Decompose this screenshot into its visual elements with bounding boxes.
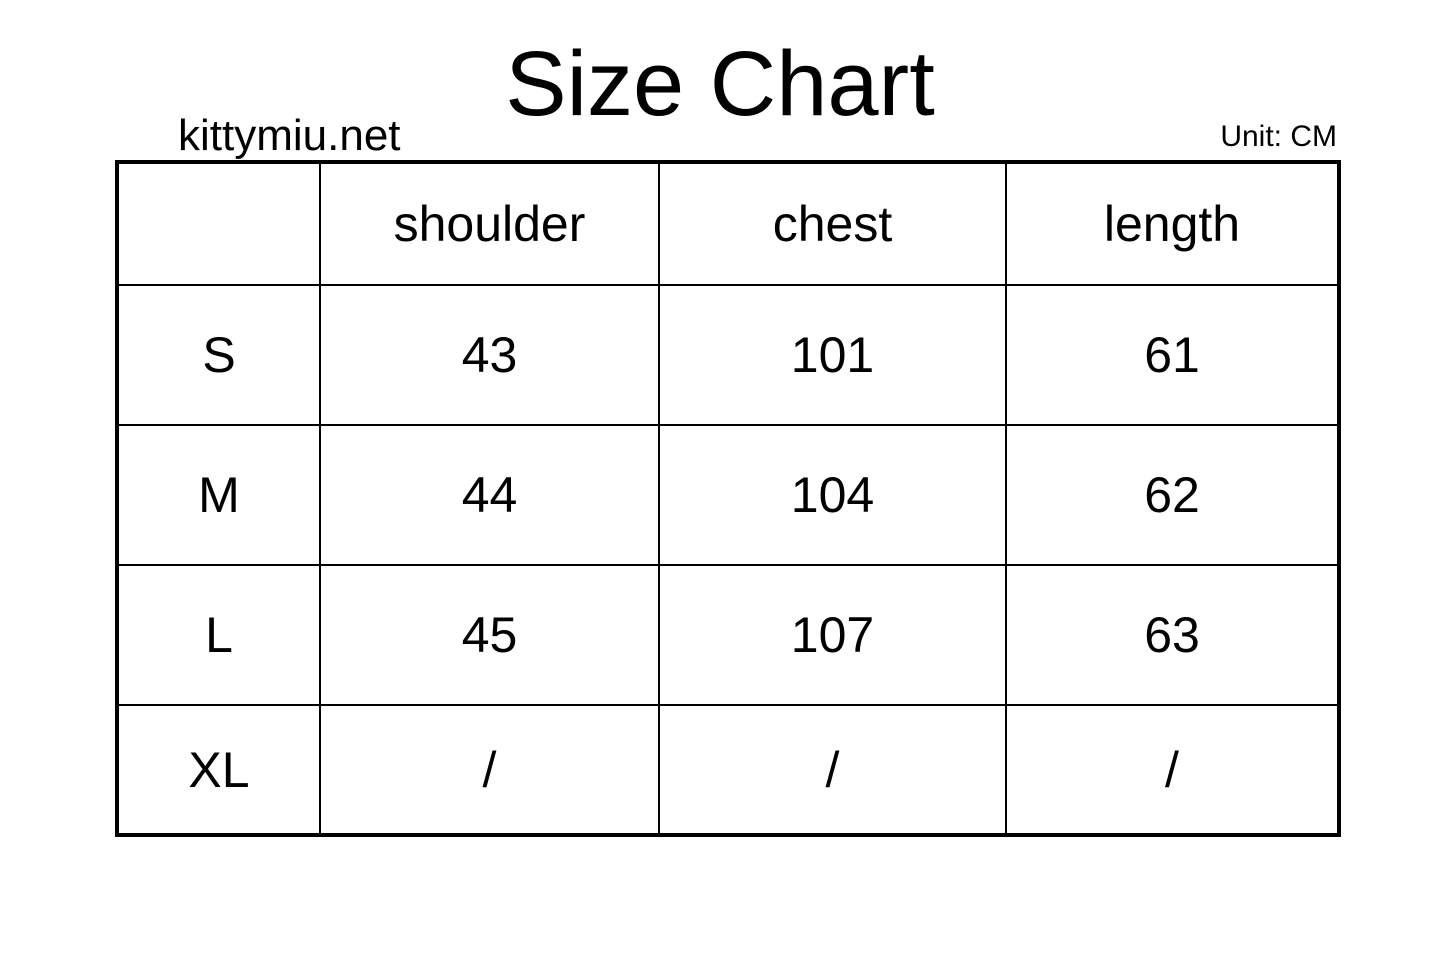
value-cell: 63 <box>1005 564 1340 706</box>
value-cell: 44 <box>319 424 660 566</box>
table-row-m: M 44 104 62 <box>116 424 1340 566</box>
size-label-cell: S <box>116 284 321 426</box>
unit-label: Unit: CM <box>1220 120 1337 153</box>
page-title: Size Chart <box>505 33 935 135</box>
table-row-xl: XL / / / <box>116 704 1340 836</box>
table-row-l: L 45 107 63 <box>116 564 1340 706</box>
column-header-shoulder: shoulder <box>319 161 660 286</box>
value-cell: 62 <box>1005 424 1340 566</box>
value-cell: 104 <box>658 424 1007 566</box>
value-cell: 107 <box>658 564 1007 706</box>
value-cell: 61 <box>1005 284 1340 426</box>
site-watermark: kittymiu.net <box>178 111 401 160</box>
value-cell: / <box>658 704 1007 836</box>
corner-cell <box>116 161 321 286</box>
column-header-chest: chest <box>658 161 1007 286</box>
size-table: shoulder chest length S 43 101 61 M 44 1… <box>115 160 1341 837</box>
value-cell: / <box>319 704 660 836</box>
column-header-length: length <box>1005 161 1340 286</box>
value-cell: / <box>1005 704 1340 836</box>
value-cell: 43 <box>319 284 660 426</box>
table-header-row: shoulder chest length <box>116 161 1340 286</box>
size-label-cell: L <box>116 564 321 706</box>
value-cell: 101 <box>658 284 1007 426</box>
value-cell: 45 <box>319 564 660 706</box>
size-label-cell: XL <box>116 704 321 836</box>
size-label-cell: M <box>116 424 321 566</box>
table-row-s: S 43 101 61 <box>116 284 1340 426</box>
